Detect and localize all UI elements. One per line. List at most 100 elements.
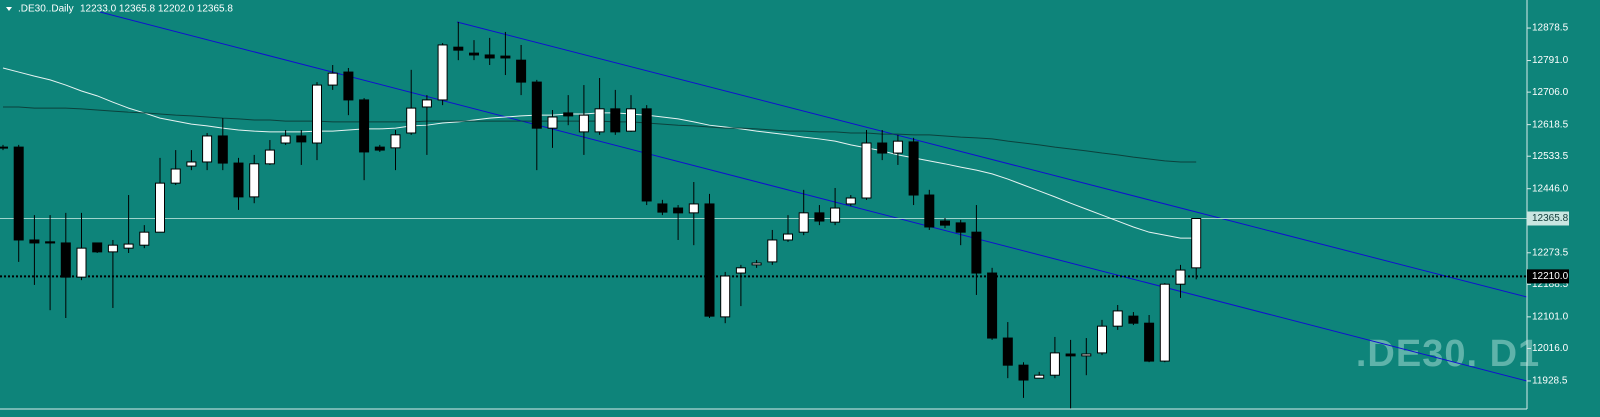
candle-body xyxy=(704,203,715,317)
y-tick-label: 12273.5 xyxy=(1532,247,1569,258)
trend-line xyxy=(456,21,1528,298)
candle-body xyxy=(657,203,668,213)
candle-body xyxy=(720,275,731,318)
candle-body xyxy=(688,203,699,214)
candle-body xyxy=(1191,218,1202,269)
y-tick-label: 12618.5 xyxy=(1532,119,1569,130)
candle-body xyxy=(170,168,181,184)
level-label-box xyxy=(1527,269,1569,284)
candle-body xyxy=(563,112,574,117)
plot-area xyxy=(0,21,1527,409)
candle-body xyxy=(202,135,213,163)
watermark: .DE30. D1 xyxy=(1356,333,1540,375)
candle-body xyxy=(29,239,40,244)
candle-body xyxy=(437,44,448,101)
candle-body xyxy=(469,52,479,56)
y-tick-label: 12446.0 xyxy=(1532,183,1569,194)
y-tick-label: 12878.5 xyxy=(1532,23,1569,34)
candle-body xyxy=(312,84,322,144)
candle-body xyxy=(0,146,8,149)
candle-body xyxy=(940,220,950,226)
y-tick-label: 12016.0 xyxy=(1532,343,1569,354)
candle-body xyxy=(955,222,966,233)
candle-body xyxy=(924,194,935,228)
candle-body xyxy=(987,272,998,339)
candle-body xyxy=(516,59,527,83)
candle-body xyxy=(908,141,919,196)
last-price-box xyxy=(1527,211,1569,226)
candle-body xyxy=(280,135,291,144)
candle-body xyxy=(735,267,746,274)
candle-body xyxy=(798,212,809,233)
candle-body xyxy=(296,135,307,143)
candle-body xyxy=(783,233,793,241)
candle-body xyxy=(1065,353,1076,357)
symbol-title: .DE30..Daily xyxy=(18,4,74,15)
y-tick-label: 12706.0 xyxy=(1532,87,1569,98)
candle-body xyxy=(264,149,275,165)
y-tick-label: 12101.0 xyxy=(1532,312,1569,323)
candle-body xyxy=(186,161,197,167)
candle-body xyxy=(971,231,982,274)
candle-body xyxy=(1049,352,1060,376)
candle-body xyxy=(107,244,118,253)
candle-body xyxy=(406,107,417,134)
candle-body xyxy=(1128,315,1139,324)
y-tick-label: 11928.5 xyxy=(1532,376,1568,387)
candle-body xyxy=(155,182,165,233)
y-tick-label: 12533.5 xyxy=(1532,151,1569,162)
candle-body xyxy=(13,146,24,241)
candle-body xyxy=(578,114,589,133)
candle-body xyxy=(641,108,652,202)
candle-body xyxy=(421,99,432,108)
candle-body xyxy=(814,212,825,222)
candle-body xyxy=(1175,269,1186,285)
candle-body xyxy=(327,72,338,86)
candle-body xyxy=(139,231,150,246)
candle-body xyxy=(45,241,56,244)
candle-body xyxy=(751,262,762,266)
candle-body xyxy=(123,243,134,249)
candle-body xyxy=(453,46,464,51)
ohlc-readout: 12233.0 12365.8 12202.0 12365.8 xyxy=(80,4,233,15)
candle-body xyxy=(217,135,228,164)
candle-body xyxy=(1002,337,1013,366)
candle-body xyxy=(892,140,903,154)
candle-body xyxy=(484,54,495,59)
last-price-label: 12365.8 xyxy=(1532,213,1569,224)
y-tick-label: 12791.0 xyxy=(1532,55,1569,66)
candle-body xyxy=(60,242,71,278)
candle-body xyxy=(626,108,636,132)
candle-body xyxy=(500,55,511,59)
candle-body xyxy=(1018,364,1029,381)
candle-body xyxy=(249,163,260,198)
candle-body xyxy=(1034,374,1045,379)
candle-body xyxy=(610,108,621,133)
candle-body xyxy=(547,116,558,129)
candle-body xyxy=(76,247,87,278)
candle-body xyxy=(374,146,385,151)
candle-body xyxy=(1097,325,1107,354)
candle-body xyxy=(359,99,370,153)
level-label: 12210.0 xyxy=(1532,271,1569,282)
menu-triangle[interactable] xyxy=(6,7,12,11)
candle-body xyxy=(877,142,888,154)
candle-body xyxy=(861,142,872,199)
y-tick-label: 12188.5 xyxy=(1532,279,1569,290)
trend-line xyxy=(99,11,1528,382)
candle-body xyxy=(390,134,401,149)
candle-body xyxy=(343,71,354,101)
candle-body xyxy=(1159,283,1170,362)
candle-body xyxy=(845,197,856,205)
candle-body xyxy=(92,242,103,253)
candle-body xyxy=(767,239,778,263)
candle-body xyxy=(1081,353,1092,357)
candle-body xyxy=(531,81,542,129)
candle-body xyxy=(1112,310,1123,327)
candle-body xyxy=(673,207,684,214)
candle-body xyxy=(594,108,605,133)
candle-body xyxy=(233,162,244,198)
